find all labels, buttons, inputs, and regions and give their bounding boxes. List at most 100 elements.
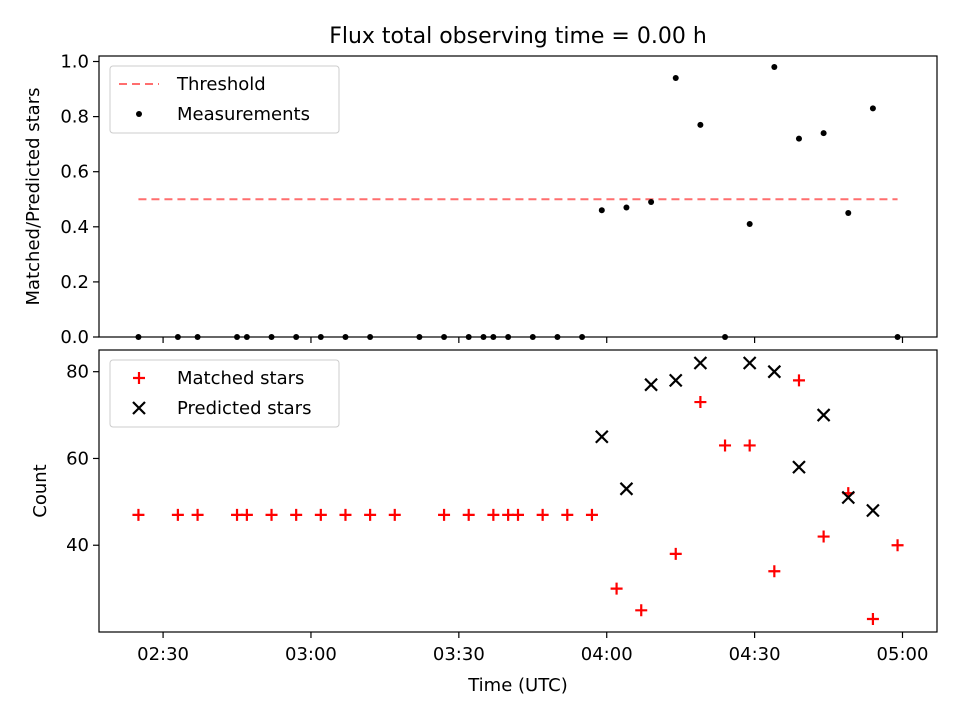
measurement-point — [416, 334, 423, 340]
measurement-point — [505, 334, 512, 340]
x-axis-label: Time (UTC) — [467, 675, 568, 696]
top-panel: 0.0 0.2 0.4 0.6 0.8 1.0 Matched/Predicted star… — [23, 52, 938, 348]
matched-star-point — [171, 508, 184, 521]
measurement-point — [623, 204, 630, 211]
predicted-star-point — [619, 482, 634, 496]
bottom-panel: 02:30 03:00 03:30 04:00 04:30 05:00 40 60 80 Coun… — [30, 349, 938, 696]
legend-matched-swatch — [133, 372, 145, 384]
matched-star-point — [462, 508, 475, 521]
y-tick-label: 0.8 — [60, 107, 89, 128]
matched-star-point — [388, 508, 401, 521]
legend-predicted-swatch — [132, 401, 146, 415]
y-tick-label: 80 — [66, 362, 89, 383]
axes-frame — [98, 349, 938, 633]
matched-star-point — [817, 530, 830, 543]
predicted-star-point — [816, 408, 831, 422]
matched-star-point — [585, 508, 598, 521]
matched-star-point — [512, 508, 524, 521]
x-tick-label: 02:30 — [137, 644, 189, 665]
measurement-point — [746, 221, 753, 228]
x-tick-label: 03:00 — [285, 644, 337, 665]
measurement-point — [579, 334, 586, 340]
y-tick-label: 0.4 — [60, 217, 89, 238]
measurement-point — [234, 334, 241, 340]
measurement-point — [441, 334, 448, 340]
predicted-star-point — [595, 429, 609, 444]
matched-star-point — [339, 508, 352, 521]
matched-star-point — [240, 508, 253, 521]
predicted-star-point — [693, 356, 708, 370]
axes-frame — [98, 55, 938, 338]
predicted-star-point — [767, 364, 782, 379]
measurement-point — [795, 135, 802, 142]
measurement-point — [342, 334, 349, 340]
legend-box — [109, 359, 340, 428]
x-tick-label: 03:30 — [433, 644, 485, 665]
x-tick-label: 05:00 — [877, 644, 929, 665]
measurement-point — [869, 105, 876, 112]
measurement-point — [174, 334, 181, 340]
measurement-point — [293, 334, 300, 340]
predicted-star-point — [644, 377, 658, 392]
legend-measurement-swatch — [136, 111, 142, 117]
measurement-point — [598, 207, 605, 214]
measurement-point — [529, 334, 536, 340]
x-tick-label: 04:00 — [581, 644, 633, 665]
chart-title: Flux total observing time = 0.00 h — [329, 24, 707, 49]
matched-star-point — [438, 508, 451, 521]
matched-star-point — [635, 604, 648, 617]
measurement-point — [268, 334, 275, 340]
legend-label: Threshold — [176, 74, 266, 95]
measurement-point — [135, 334, 142, 340]
measurement-point — [317, 334, 324, 340]
predicted-star-point — [866, 503, 880, 518]
matched-star-point — [610, 582, 623, 595]
matched-star-point — [694, 396, 707, 409]
y-tick-label: 60 — [66, 448, 89, 469]
legend-label: Predicted stars — [177, 398, 311, 419]
x-tick-label: 04:30 — [729, 644, 781, 665]
measurement-point — [648, 199, 655, 206]
measurement-point — [894, 334, 901, 340]
measurement-point — [554, 334, 561, 340]
matched-star-point — [314, 508, 327, 521]
legend-label: Measurements — [177, 104, 310, 125]
matched-star-point — [265, 508, 278, 521]
matched-star-point — [669, 547, 682, 560]
measurement-point — [697, 121, 704, 128]
measurement-point — [845, 210, 852, 217]
matched-star-point — [561, 508, 574, 521]
measurement-point — [480, 334, 487, 340]
y-tick-label: 0.2 — [60, 272, 89, 293]
y-axis-label: Matched/Predicted stars — [23, 88, 44, 306]
measurement-point — [243, 334, 250, 340]
matched-star-point — [866, 612, 879, 625]
matched-star-point — [290, 508, 303, 521]
matched-star-point — [536, 508, 549, 521]
matched-star-point — [891, 539, 904, 552]
matched-star-point — [743, 439, 756, 452]
legend-label: Matched stars — [177, 368, 304, 389]
matched-star-point — [132, 508, 145, 521]
measurement-point — [490, 334, 497, 340]
predicted-star-point — [742, 356, 757, 370]
measurement-point — [820, 130, 827, 137]
y-tick-label: 40 — [66, 535, 89, 556]
predicted-star-point — [792, 460, 806, 474]
measurement-point — [722, 334, 729, 340]
predicted-star-point — [841, 490, 856, 505]
matched-star-point — [191, 508, 204, 521]
measurement-point — [367, 334, 374, 340]
matched-star-point — [364, 508, 377, 521]
measurement-point — [465, 334, 472, 340]
y-axis-label: Count — [30, 464, 51, 517]
y-tick-label: 0.6 — [60, 162, 89, 183]
matched-star-point — [792, 374, 805, 387]
matched-star-point — [487, 508, 500, 521]
measurement-point — [771, 64, 778, 71]
measurement-point — [194, 334, 201, 340]
matched-star-point — [719, 439, 732, 452]
y-tick-label: 1.0 — [60, 52, 89, 73]
matched-star-point — [768, 565, 781, 578]
